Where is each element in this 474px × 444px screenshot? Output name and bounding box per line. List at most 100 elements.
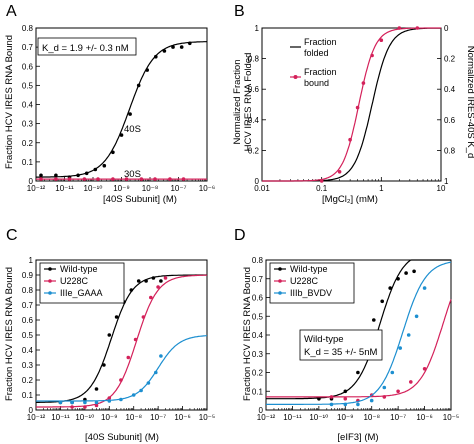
panel-b-point-fraction-bound: [379, 38, 384, 42]
panel-a-point-40s: [39, 173, 43, 178]
panel-d-fit-iiib-bvdv: [266, 261, 452, 405]
panel-d-xlabel: [eIF3] (M): [337, 432, 378, 443]
panel-c-legend: Wild-type U228C IIIe_GAAA: [39, 262, 125, 304]
panel-d-point-u228c: [343, 397, 348, 401]
panel-b-ytick-label: 0.2: [248, 146, 260, 155]
panel-a-point-40s: [188, 41, 192, 46]
panel-d-legend-box: [269, 262, 355, 304]
panel-d-xtick-label: 10⁻⁹: [337, 413, 354, 422]
panel-b-ytick-right-label: 1: [444, 177, 449, 186]
panel-d-kd-line2: K_d = 35 +/- 5nM: [304, 347, 377, 358]
panel-b-letter: B: [234, 3, 245, 20]
panel-c-point-iiie-gaaa: [119, 397, 123, 402]
panel-c-legend-marker: [48, 267, 52, 271]
panel-a-point-40s: [136, 83, 141, 88]
panel-a-point-40s: [93, 167, 98, 172]
panel-a-fit-40s: [36, 41, 208, 178]
panel-a-point-30s: [153, 177, 157, 181]
panel-d-point-u228c: [396, 389, 400, 394]
panel-d-ytick-label: 0.4: [252, 331, 264, 340]
panel-d-legend-marker: [278, 267, 282, 271]
panel-c-point-wild-type: [136, 279, 141, 283]
panel-c-ytick-label: 0.5: [22, 331, 34, 340]
panel-d-xtick-label: 10⁻⁷: [390, 413, 406, 422]
panel-d-legend: Wild-type U228C IIIb_BVDV: [269, 262, 355, 304]
panel-b-point-fraction-bound: [397, 26, 402, 30]
panel-b-xtick-label: 10: [437, 184, 446, 193]
panel-d-point-iiib-bvdv: [356, 402, 360, 407]
panel-c-legend-marker: [48, 291, 52, 295]
panel-a-ytick-label: 0.5: [22, 81, 34, 90]
panel-c-point-u228c: [126, 355, 131, 360]
panel-a-point-40s: [119, 133, 124, 137]
panel-b-right-ticks: 1 0.8 0.6 0.4 0.2 0: [437, 24, 456, 186]
panel-a-point-30s: [139, 177, 144, 181]
panel-c-point-iiie-gaaa: [146, 381, 151, 385]
panel-d-point-iiib-bvdv: [329, 402, 334, 407]
panel-d-point-wild-type: [356, 370, 360, 375]
panel-c-point-iiie-gaaa: [83, 400, 87, 405]
panel-b-xtick-label: 0.1: [316, 184, 328, 193]
panel-a-ytick-label: 0.2: [22, 139, 34, 148]
panel-a-point-40s: [154, 54, 158, 59]
panel-c-point-iiie-gaaa: [159, 354, 163, 358]
panel-b-point-fraction-bound: [337, 170, 342, 174]
panel-a-plot: [36, 41, 208, 181]
panel-b-xlabel: [MgCl₂] (mM): [322, 194, 378, 205]
panel-c-point-iiie-gaaa: [58, 400, 63, 405]
panel-c-point-wild-type: [114, 315, 119, 319]
panel-d: D 10⁻¹² 10⁻¹¹ 10⁻¹⁰ 10⁻⁹ 10⁻⁸ 10⁻⁷ 10⁻⁶ 10⁻⁵ 0 0.…: [234, 227, 459, 443]
panel-c-xtick-label: 10⁻⁸: [125, 413, 142, 422]
panel-d-point-wild-type: [380, 299, 385, 304]
panel-c-point-wild-type: [129, 288, 134, 292]
panel-d-point-wild-type: [372, 318, 376, 322]
panel-c-legend-label: U228C: [60, 276, 89, 286]
panel-b-axes-frame: [261, 27, 442, 182]
panel-a-kd-box: [37, 37, 137, 56]
panel-c-ytick-label: 1: [29, 256, 34, 265]
panel-a-xtick-label: 10⁻⁷: [170, 184, 186, 193]
panel-b-ylabel-right: Normalized IRES-40S K_d: [465, 46, 474, 158]
panel-b-point-fraction-bound: [348, 137, 352, 142]
panel-a-ytick-label: 0.7: [22, 43, 34, 52]
panel-b-ylabel-line2: HCV IRES RNA Folded: [243, 53, 254, 152]
panel-a-point-40s: [128, 112, 132, 116]
panel-d-legend-label: Wild-type: [290, 264, 328, 274]
legend-folded-line2: folded: [304, 48, 329, 58]
panel-a-xlabel: [40S Subunit] (M): [103, 194, 177, 205]
panel-b-ytick-label: 0.4: [248, 116, 260, 125]
panel-c-ytick-label: 0.8: [22, 286, 34, 295]
panel-b-ytick-right-label: 0.6: [444, 116, 456, 125]
panel-d-point-iiib-bvdv: [343, 402, 348, 407]
panel-c-point-u228c: [163, 276, 168, 280]
panel-d-xtick-label: 10⁻¹¹: [283, 413, 302, 422]
panel-c-ytick-label: 0.6: [22, 316, 34, 325]
panel-c-xlabel: [40S Subunit] (M): [85, 432, 159, 443]
panel-a-xtick-label: 10⁻⁸: [142, 184, 159, 193]
panel-c-legend-label: Wild-type: [60, 264, 98, 274]
panel-d-ytick-label: 0: [259, 406, 264, 415]
panel-a-ytick-label: 0.3: [22, 120, 34, 129]
panel-d-legend-label: U228C: [290, 276, 319, 286]
panel-a-ticks: 10⁻¹² 10⁻¹¹ 10⁻¹⁰ 10⁻⁹ 10⁻⁸ 10⁻⁷ 10⁻⁶ 0 0.1 0.2 0.…: [22, 24, 215, 193]
panel-d-ytick-label: 0.6: [252, 294, 264, 303]
legend-bound-line1: Fraction: [304, 67, 337, 77]
panel-d-point-u228c: [409, 380, 413, 384]
panel-a-ytick-label: 0.6: [22, 62, 34, 71]
panel-c-point-u228c: [70, 405, 74, 409]
panel-a-xtick-label: 10⁻⁶: [199, 184, 215, 193]
panel-d-xtick-label: 10⁻⁶: [416, 413, 432, 422]
panel-d-ytick-label: 0.8: [252, 256, 264, 265]
panel-b-ytick-right-label: 0.2: [444, 55, 456, 64]
panel-c: C 10⁻¹² 10⁻¹¹ 10⁻¹⁰ 10⁻⁹ 10⁻⁸ 10⁻⁷ 10⁻⁶ 10⁻⁵ 0 0.…: [4, 227, 215, 443]
panel-b-ytick-label: 1: [255, 24, 260, 33]
panel-d-kd-box: [299, 329, 383, 361]
panel-a-kd-text: K_d = 1.9 +/- 0.3 nM: [42, 43, 129, 54]
panel-d-point-wild-type: [396, 277, 400, 281]
panel-b-frame: [261, 27, 442, 182]
panel-c-xtick-label: 10⁻¹¹: [51, 413, 70, 422]
panel-a-point-40s: [145, 68, 149, 72]
panel-a-xtick-label: 10⁻⁹: [113, 184, 130, 193]
panel-d-fit-wild-type: [266, 259, 451, 400]
